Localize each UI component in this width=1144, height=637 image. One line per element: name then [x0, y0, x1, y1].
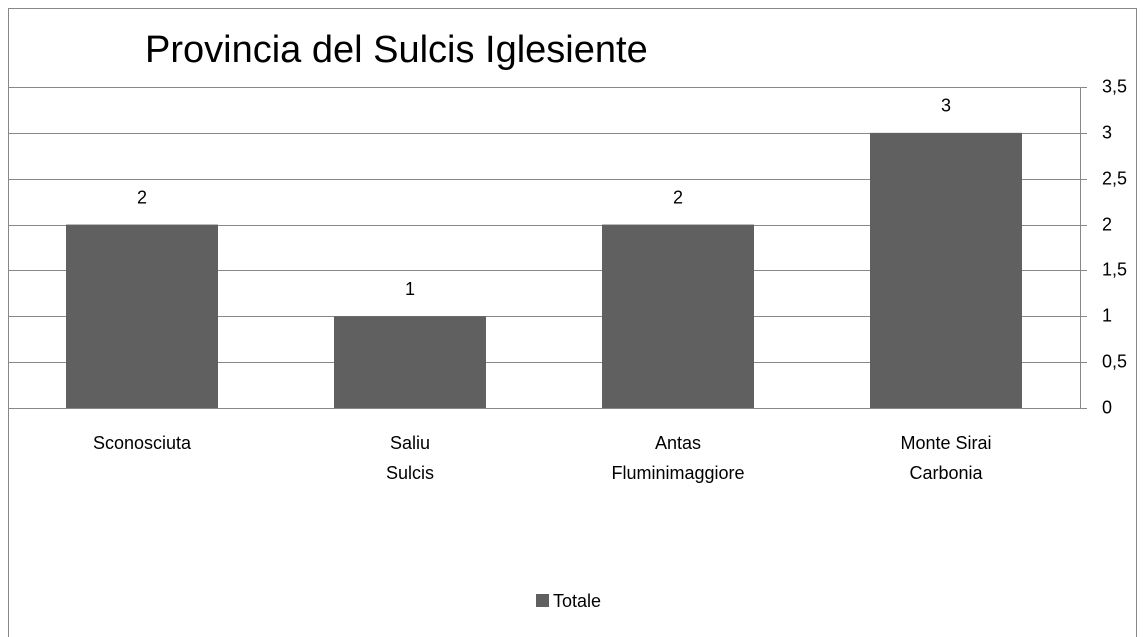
y-tick-label: 3	[1102, 122, 1112, 142]
y-tick-label: 3,5	[1102, 76, 1127, 96]
bar	[870, 132, 1022, 408]
data-label: 1	[405, 279, 415, 299]
chart-frame	[8, 8, 1137, 637]
y-tick-label: 0	[1102, 397, 1112, 417]
data-label: 3	[941, 96, 951, 116]
x-tick-label: Saliu Sulcis	[385, 433, 434, 483]
y-tick-label: 0,5	[1102, 351, 1127, 371]
legend-label: Totale	[553, 591, 601, 611]
chart-title: Provincia del Sulcis Iglesiente	[145, 29, 648, 71]
x-tick-label: Antas Fluminimaggiore	[611, 433, 745, 483]
data-label: 2	[673, 187, 683, 207]
legend-swatch	[536, 594, 549, 607]
bar	[66, 224, 218, 408]
y-tick-label: 2,5	[1102, 168, 1127, 188]
y-tick-label: 2	[1102, 214, 1112, 234]
data-label: 2	[137, 187, 147, 207]
bar	[334, 316, 486, 408]
x-tick-label: Sconosciuta	[92, 433, 192, 453]
bar	[602, 224, 754, 408]
y-tick-label: 1	[1102, 305, 1112, 325]
x-tick-label: Monte Sirai Carbonia	[900, 433, 992, 483]
y-tick-label: 1,5	[1102, 259, 1127, 279]
